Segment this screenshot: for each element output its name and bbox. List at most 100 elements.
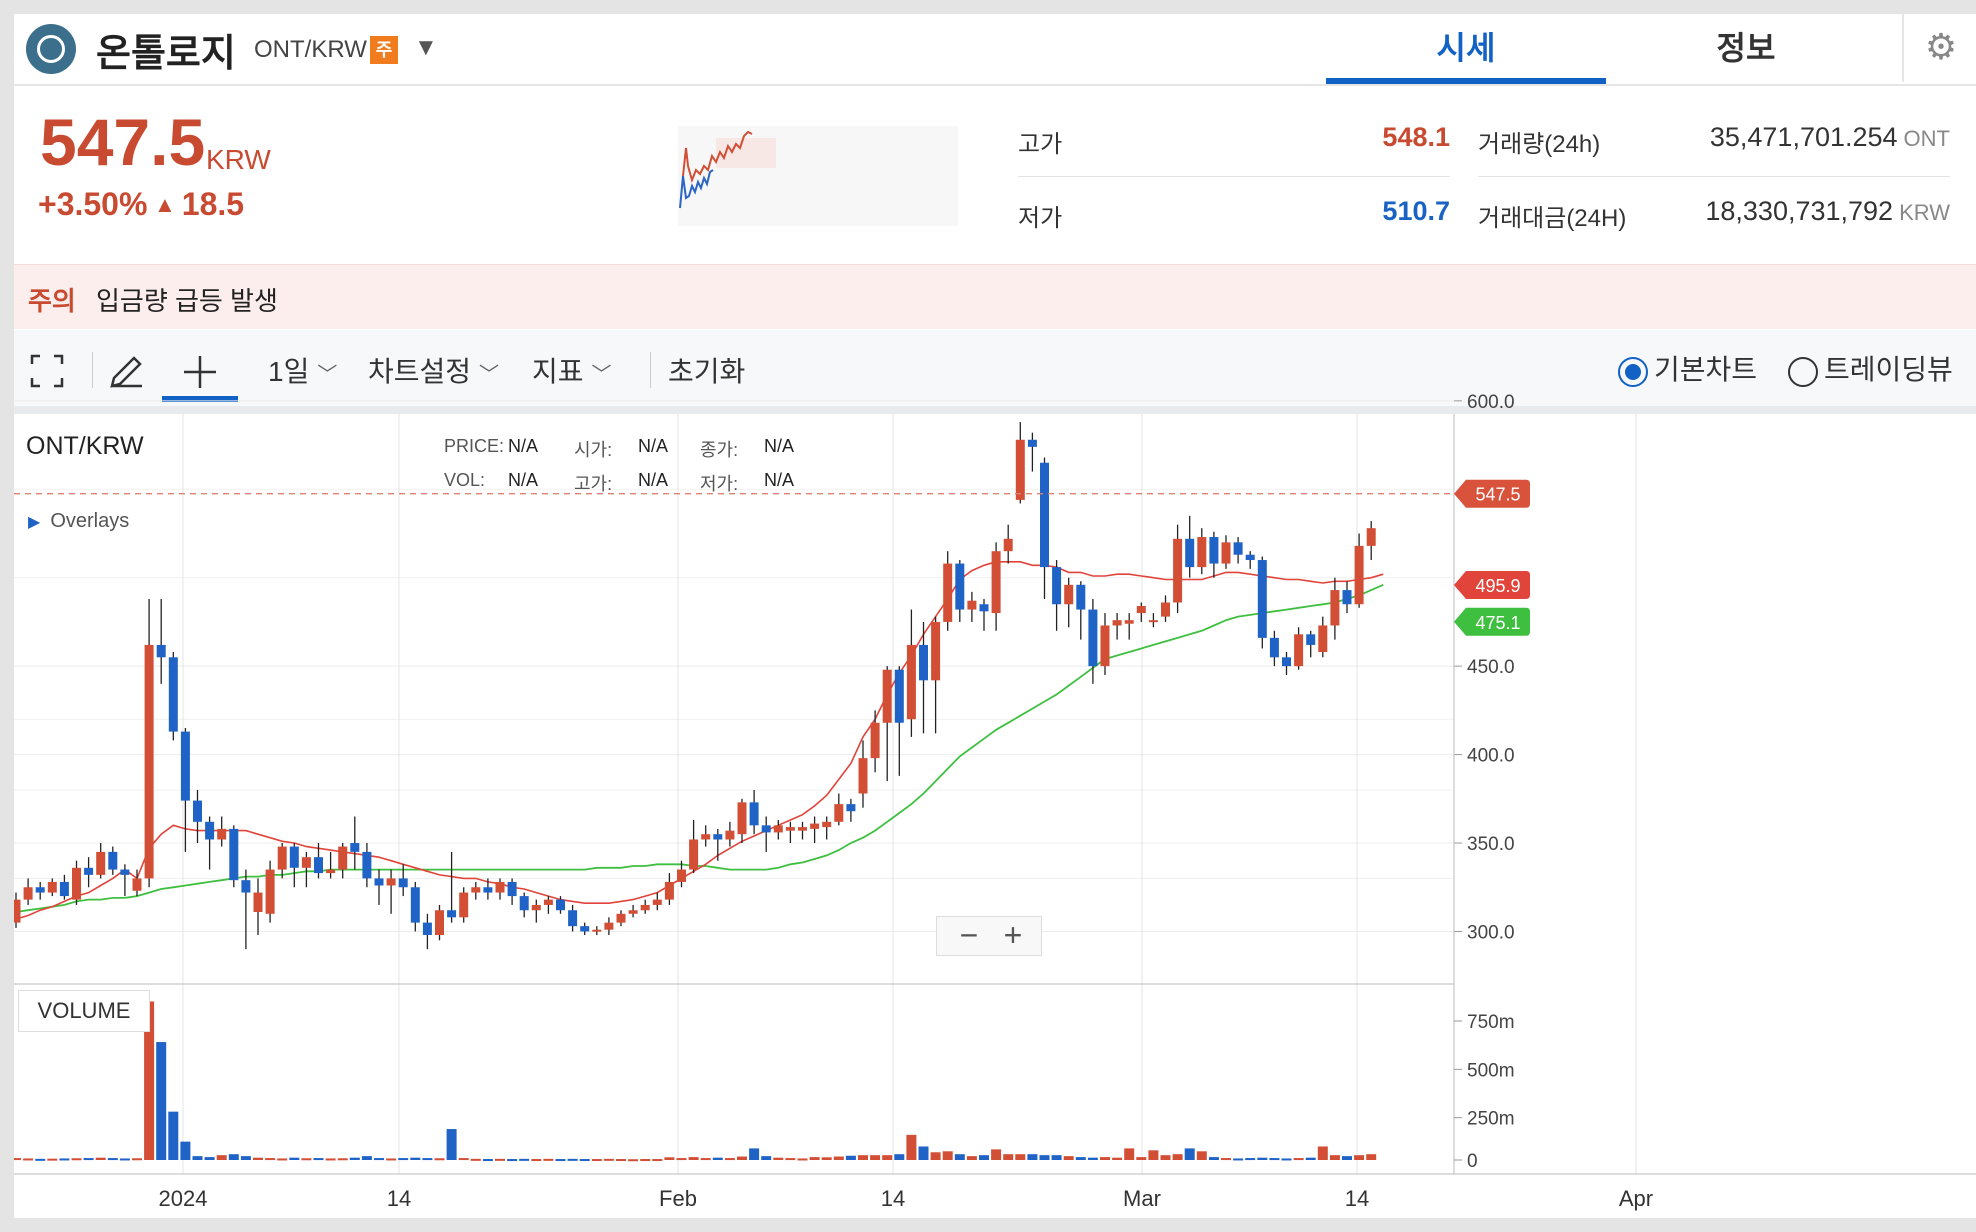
tradingview-label: 트레이딩뷰 (1824, 354, 1953, 385)
pencil-icon[interactable] (106, 352, 146, 392)
candle-body (1040, 462, 1049, 568)
crosshair-icon[interactable] (180, 352, 220, 392)
candle-body (1366, 528, 1376, 546)
low-label: 저가 (1018, 205, 1063, 232)
sparkline-down-segment (679, 169, 714, 209)
overlays-toggle[interactable]: ▶ Overlays (28, 510, 129, 533)
volume-bar (737, 1156, 747, 1160)
volume-bar (458, 1158, 469, 1161)
volume-bar (495, 1158, 505, 1161)
candle-body (1354, 545, 1364, 605)
volume-bar (1003, 1154, 1014, 1160)
high-label: 고가 (1018, 131, 1063, 158)
volume-bar (761, 1156, 772, 1160)
candle-body (471, 887, 481, 893)
candle-body (1161, 602, 1170, 617)
volume-bar (265, 1158, 276, 1161)
basic-chart-radio[interactable]: 기본차트 (1618, 348, 1757, 388)
volume-bar (519, 1158, 530, 1161)
tradingview-radio[interactable]: 트레이딩뷰 (1788, 348, 1953, 388)
volume-bar (591, 1159, 602, 1162)
candle-body (180, 731, 190, 801)
price-unit: KRW (206, 144, 271, 175)
volume-bar (1039, 1155, 1050, 1160)
price-tick-label: 450.0 (1467, 657, 1515, 678)
divider (650, 352, 651, 388)
volume-bar (1160, 1155, 1171, 1160)
crosshair-active-indicator (162, 396, 238, 402)
legend-price-value: N/A (508, 436, 539, 456)
candle-body (435, 910, 444, 936)
triangle-right-icon: ▶ (28, 514, 41, 531)
zoom-out-button[interactable]: − (959, 917, 979, 953)
legend-pair: ONT/KRW (26, 432, 144, 460)
header: 온톨로지 ONT/KRW 주 ▼ 시세 정보 ⚙ (14, 14, 1976, 86)
volume-bar (1317, 1146, 1328, 1160)
volume-bar (894, 1154, 905, 1160)
chart-settings-label: 차트설정 (368, 356, 472, 387)
interval-label: 1일 (268, 356, 310, 387)
candle-body (1173, 538, 1183, 603)
candle-body (1076, 584, 1086, 610)
volume-bar (313, 1158, 324, 1161)
candle-body (919, 644, 928, 681)
volume-bar (1184, 1148, 1195, 1160)
chart-settings-dropdown[interactable]: 차트설정 ﹀ (368, 350, 499, 390)
candle-body (1112, 620, 1122, 626)
gear-icon[interactable]: ⚙ (1902, 14, 1976, 82)
tab-quote[interactable]: 시세 (1326, 14, 1606, 84)
sparkline-up-segment (682, 130, 753, 184)
candle-body (253, 892, 263, 913)
radio-selected-icon (1618, 356, 1648, 387)
coin-select-caret-icon[interactable]: ▼ (414, 34, 438, 61)
volume-bar (470, 1158, 481, 1161)
candle-body (72, 867, 81, 900)
volume-24h-label: 거래량(24h) (1478, 131, 1601, 158)
candle-body (1282, 657, 1291, 667)
candle-body (531, 904, 541, 911)
volume-bar (1015, 1154, 1026, 1160)
candle-body (870, 722, 880, 759)
candle-body (834, 804, 844, 822)
volume-tick-label: 500m (1467, 1060, 1515, 1081)
volume-bar (1136, 1157, 1147, 1160)
candle-body (906, 644, 916, 720)
tab-info[interactable]: 정보 (1716, 30, 1776, 66)
candle-body (241, 880, 251, 893)
candle-body (1052, 567, 1062, 605)
candle-body (289, 846, 299, 868)
amount-24h-value: 18,330,731,792 (1705, 196, 1894, 226)
candle-body (483, 887, 493, 893)
volume-bar (192, 1156, 203, 1160)
volume-bar (882, 1155, 893, 1160)
interval-dropdown[interactable]: 1일 ﹀ (268, 350, 337, 390)
amount-24h-unit: KRW (1899, 200, 1950, 225)
volume-bar (749, 1148, 760, 1160)
candle-body (737, 802, 747, 835)
fullscreen-icon[interactable] (30, 354, 64, 388)
volume-bar (543, 1158, 554, 1161)
candle-body (858, 758, 868, 794)
volume-bar (1027, 1154, 1038, 1160)
ma-long-tag (1454, 607, 1530, 636)
indicators-dropdown[interactable]: 지표 ﹀ (532, 350, 612, 390)
volume-bar (47, 1158, 58, 1161)
volume-bar (1063, 1156, 1074, 1160)
candle-body (362, 851, 372, 879)
time-tick-label: 14 (881, 1186, 905, 1211)
zoom-in-button[interactable]: + (1003, 917, 1023, 953)
volume-bar (1233, 1158, 1244, 1161)
volume-bar (640, 1159, 651, 1162)
volume-bar (616, 1159, 626, 1162)
candle-body (1318, 625, 1328, 653)
volume-bar (1281, 1158, 1292, 1161)
candle-body (1015, 439, 1025, 500)
reset-button[interactable]: 초기화 (668, 356, 746, 387)
candle-body (1185, 538, 1195, 568)
candle-body (447, 910, 457, 918)
volume-bar (979, 1155, 989, 1160)
volume-bar (1366, 1154, 1377, 1160)
candle-body (604, 922, 614, 930)
candle-body (168, 657, 178, 732)
